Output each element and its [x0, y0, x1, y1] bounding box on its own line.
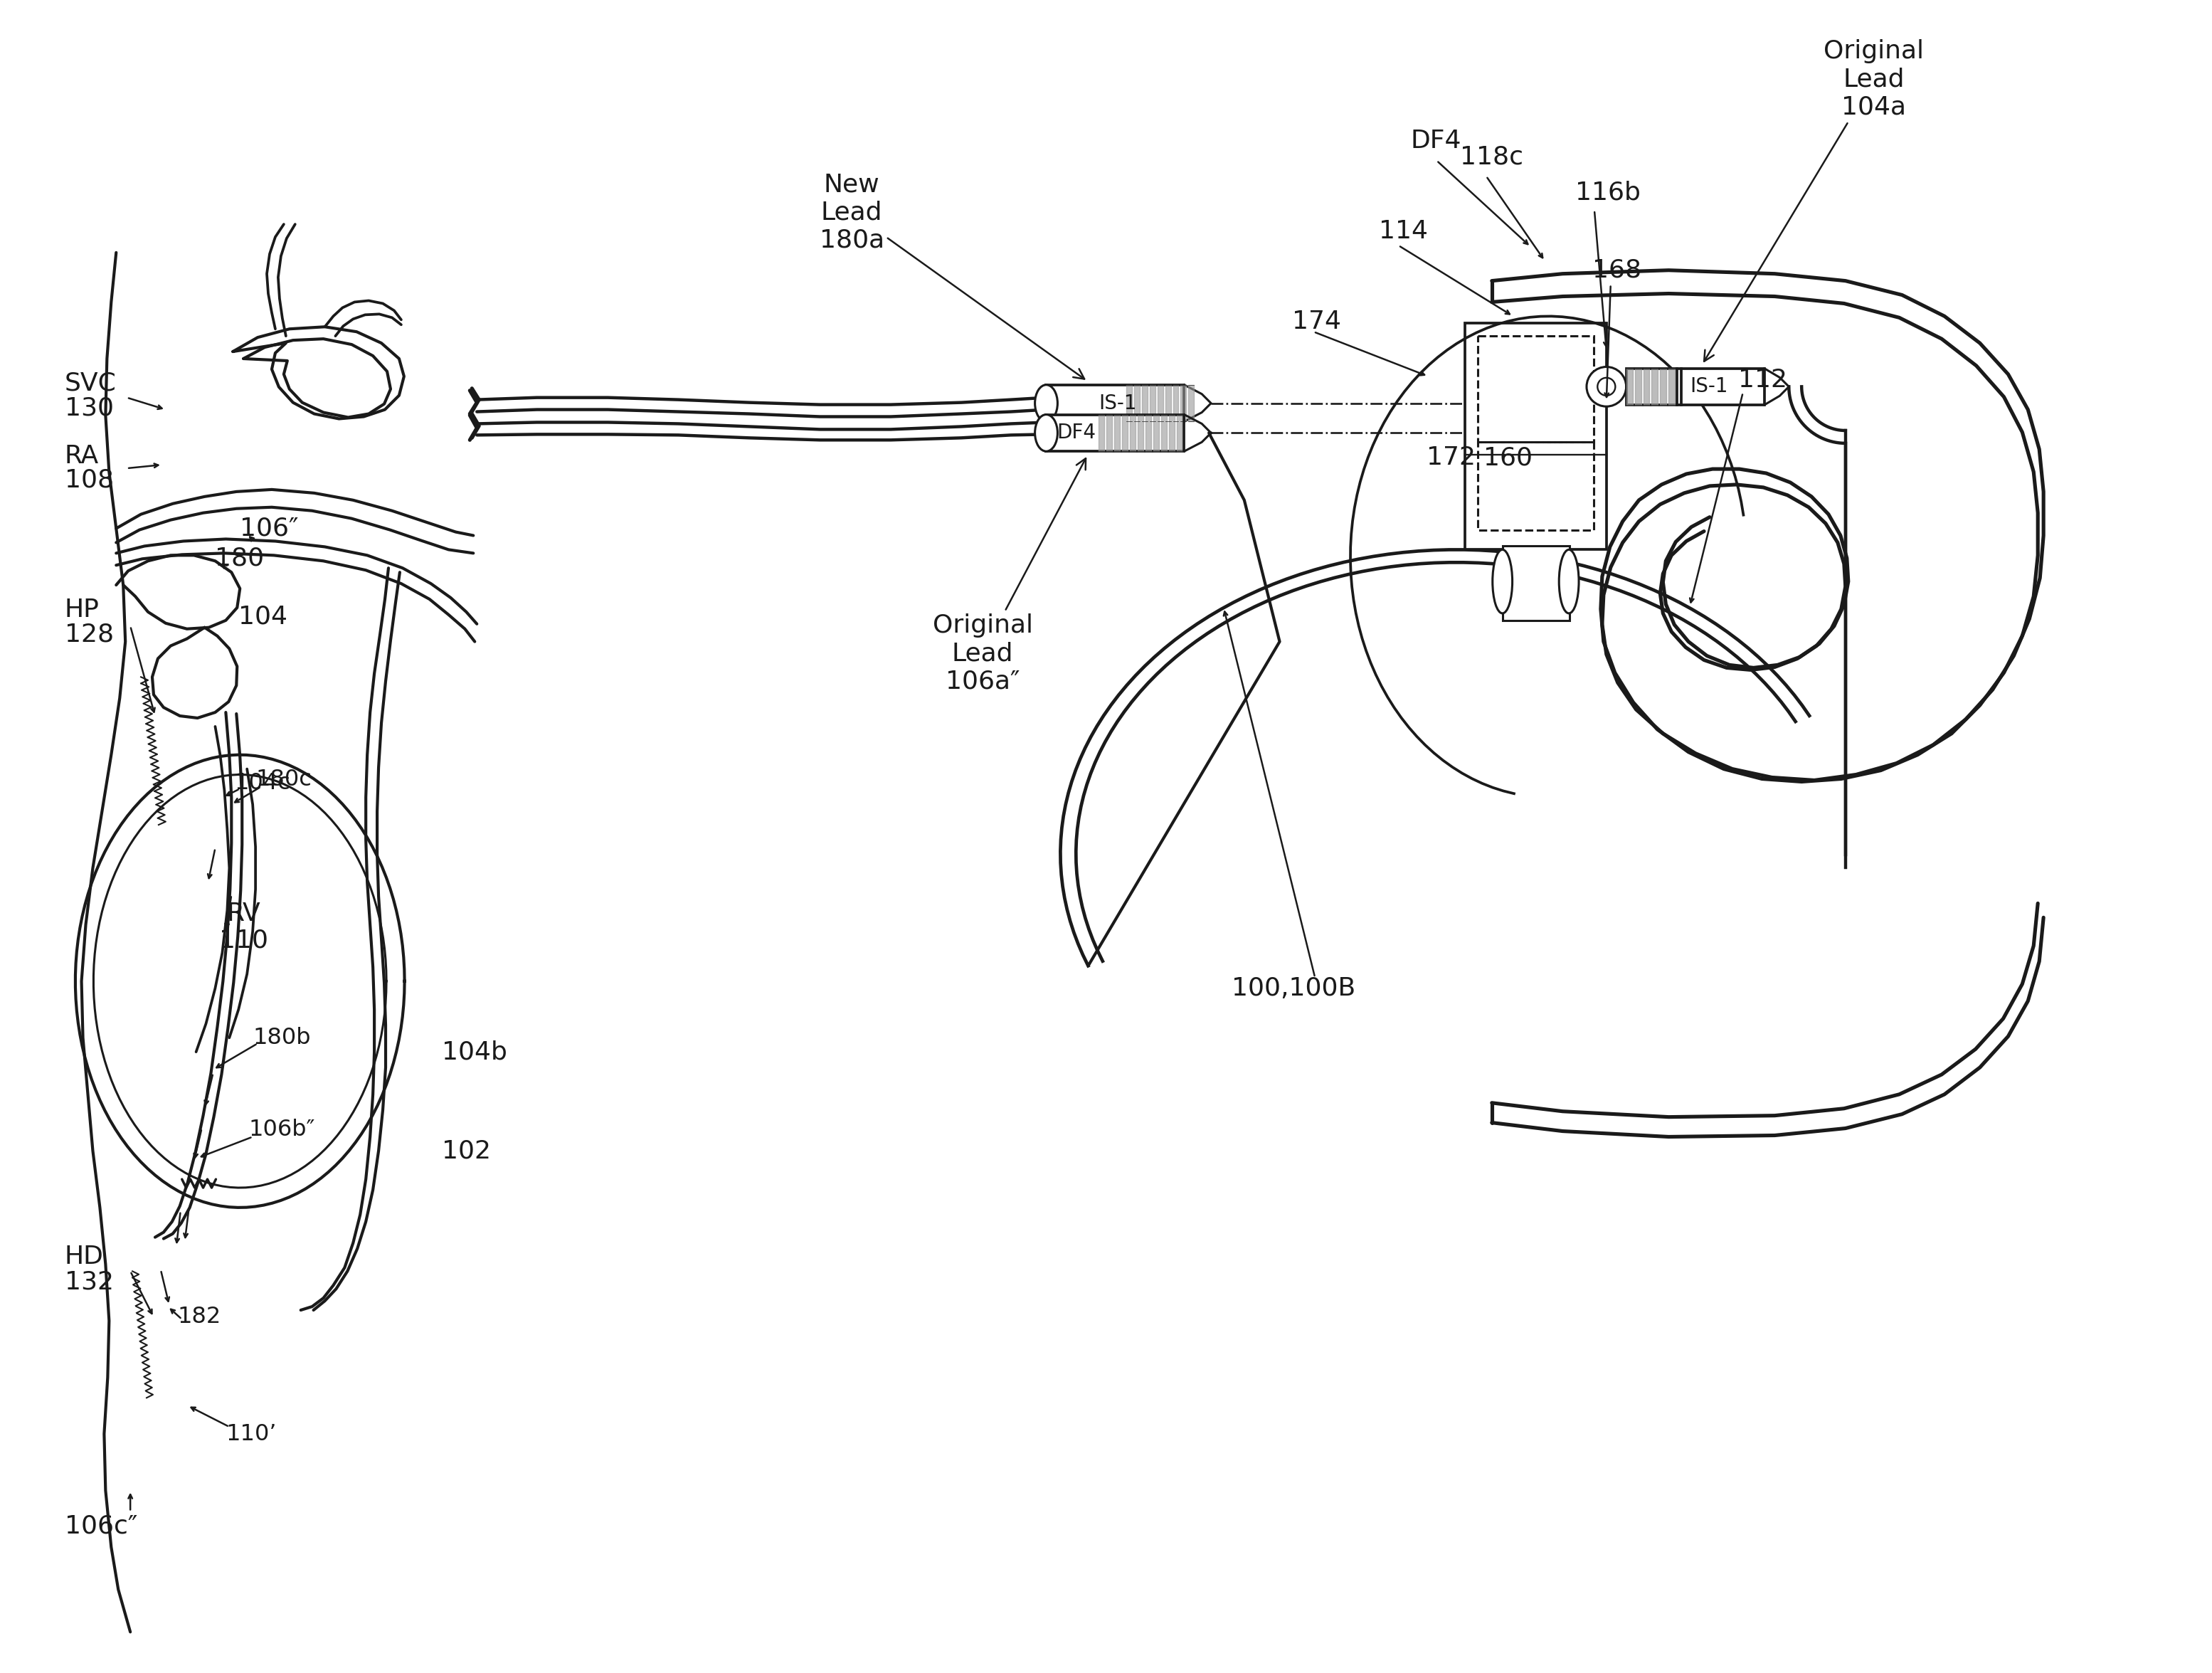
Bar	[1046, 385, 1183, 422]
Bar	[1502, 545, 1571, 621]
Text: 104b: 104b	[442, 1041, 507, 1064]
Circle shape	[1586, 366, 1626, 407]
Text: 104c: 104c	[234, 771, 290, 795]
Text: 106b″: 106b″	[248, 1119, 314, 1141]
Ellipse shape	[1559, 550, 1579, 614]
Text: 100,100B: 100,100B	[1232, 975, 1356, 1000]
Text: IS-1: IS-1	[1690, 376, 1728, 397]
Text: 102: 102	[442, 1139, 491, 1163]
Text: RA: RA	[64, 443, 100, 468]
Text: 174: 174	[1292, 310, 1340, 335]
Text: 106c″: 106c″	[64, 1514, 137, 1537]
Text: HP: HP	[64, 597, 100, 622]
Text: 130: 130	[64, 397, 113, 420]
Text: DF4: DF4	[1057, 423, 1097, 443]
Text: 114: 114	[1378, 219, 1427, 243]
Text: 132: 132	[64, 1270, 113, 1293]
Circle shape	[1597, 378, 1615, 395]
Text: New
Lead
180a: New Lead 180a	[818, 172, 1084, 380]
Text: 118c: 118c	[1460, 146, 1524, 169]
Text: DF4: DF4	[1411, 129, 1462, 152]
Text: 128: 128	[64, 622, 113, 647]
Text: 104: 104	[239, 604, 288, 629]
Text: 112: 112	[1739, 368, 1787, 391]
Text: 168: 168	[1593, 258, 1641, 283]
Bar	[1046, 415, 1183, 452]
Text: 172: 172	[1427, 445, 1475, 470]
Ellipse shape	[1493, 550, 1513, 614]
Text: 106″: 106″	[239, 517, 299, 540]
Text: 182: 182	[177, 1307, 221, 1328]
Ellipse shape	[1035, 415, 1057, 452]
Bar	[1478, 336, 1593, 442]
Bar	[1626, 368, 1765, 405]
Text: Original
Lead
104a: Original Lead 104a	[1703, 38, 1924, 361]
Text: HD: HD	[64, 1245, 104, 1270]
Ellipse shape	[1035, 385, 1057, 422]
Bar	[1464, 323, 1606, 550]
Text: 180c: 180c	[257, 768, 312, 791]
Text: 110: 110	[219, 929, 268, 952]
Text: IS-1: IS-1	[1099, 393, 1137, 413]
Text: SVC: SVC	[64, 371, 117, 395]
Text: Original
Lead
106a″: Original Lead 106a″	[933, 458, 1086, 694]
Text: 160: 160	[1484, 445, 1533, 470]
Text: 110’: 110’	[226, 1422, 276, 1445]
Text: 116b: 116b	[1575, 181, 1641, 204]
Bar	[1478, 442, 1593, 530]
Text: 108: 108	[64, 468, 113, 492]
Text: 180: 180	[215, 545, 265, 570]
Text: RV: RV	[226, 902, 261, 927]
Text: 180b: 180b	[252, 1027, 310, 1049]
